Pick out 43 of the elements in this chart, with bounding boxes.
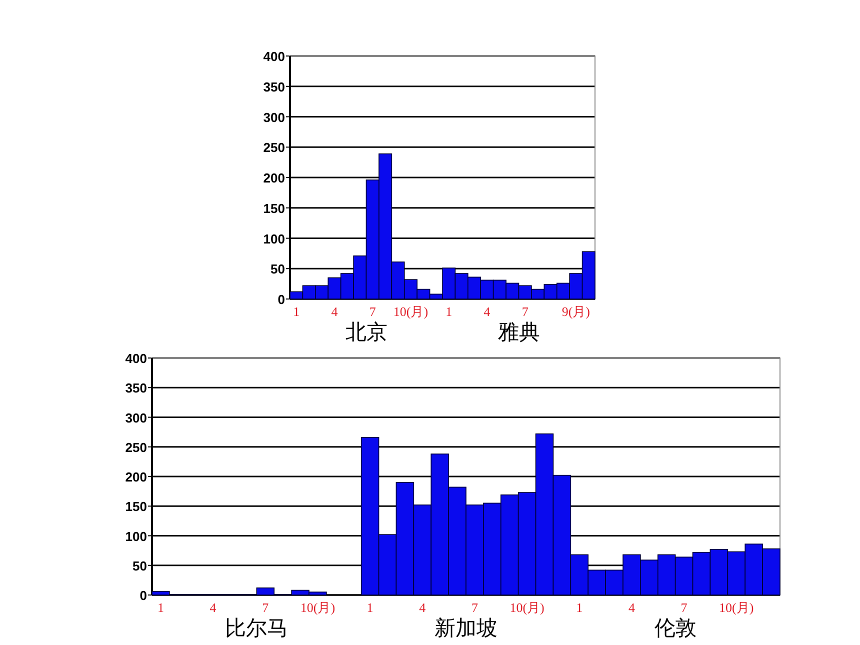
y-tick-label: 300: [125, 410, 147, 426]
x-tick-label: 7: [522, 304, 529, 319]
y-tick-label: 150: [263, 200, 285, 216]
y-tick-label: 250: [125, 440, 147, 455]
x-tick-label: 7: [262, 600, 270, 615]
y-tick-label: 400: [125, 351, 147, 366]
x-tick-label: 4: [628, 600, 636, 615]
x-tick-label: 4: [484, 304, 491, 319]
x-tick-label: 10(月): [300, 600, 336, 615]
y-tick-label: 300: [263, 110, 285, 125]
y-tick-label: 150: [125, 499, 147, 514]
x-tick-label: 4: [210, 600, 217, 615]
y-tick-label: 200: [125, 470, 147, 484]
x-tick-label: 4: [419, 600, 426, 615]
series-label: 雅典: [498, 320, 540, 344]
series-label: 新加坡: [434, 616, 498, 640]
y-tick-label: 200: [263, 170, 285, 186]
series-label: 伦敦: [654, 616, 696, 640]
series-label: 北京: [345, 320, 388, 344]
x-tick-label: 10(月): [719, 600, 754, 615]
y-tick-label: 350: [263, 79, 285, 94]
y-tick-label: 0: [278, 292, 285, 307]
x-tick-label: 1: [366, 600, 374, 615]
x-tick-label: 10(月): [510, 600, 544, 615]
x-tick-label: 4: [331, 304, 338, 319]
y-tick-label: 0: [140, 588, 147, 603]
y-tick-label: 50: [132, 558, 147, 574]
x-tick-label: 10(月): [393, 304, 428, 319]
y-tick-label: 400: [263, 49, 285, 64]
y-tick-label: 100: [263, 231, 285, 246]
x-tick-label: 9(月): [562, 304, 590, 319]
x-tick-label: 7: [471, 600, 478, 615]
x-tick-label: 1: [446, 304, 452, 319]
x-tick-label: 1: [576, 600, 583, 615]
y-tick-label: 250: [263, 140, 285, 156]
x-tick-label: 7: [680, 600, 688, 615]
x-tick-label: 1: [157, 600, 164, 615]
x-tick-label: 1: [293, 304, 300, 319]
y-tick-label: 100: [125, 528, 147, 544]
x-tick-label: 7: [369, 304, 376, 319]
y-tick-label: 350: [125, 380, 147, 396]
series-label: 比尔马: [225, 616, 288, 640]
y-tick-label: 50: [270, 262, 285, 277]
